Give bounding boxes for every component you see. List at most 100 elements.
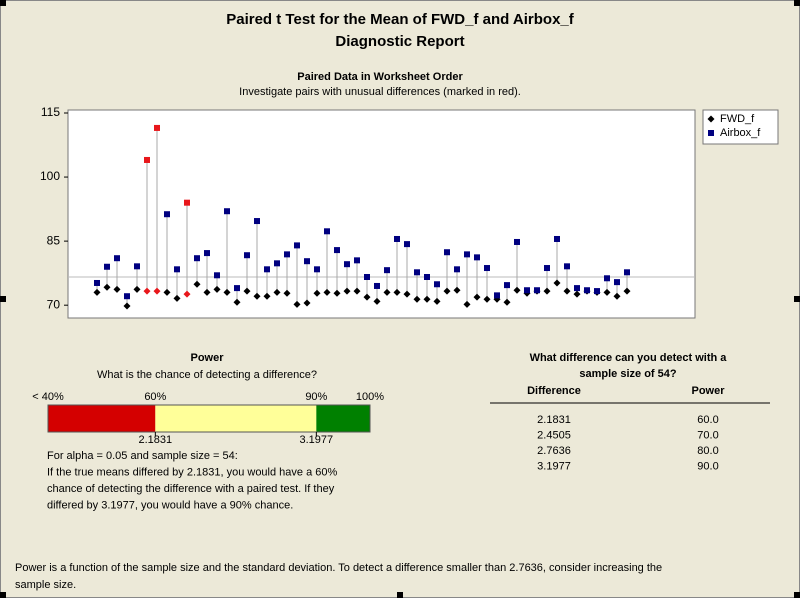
point [214,272,220,279]
table-cell: 60.0 [697,414,718,426]
point [554,235,560,242]
legend-label: Airbox_f [720,127,761,139]
point [203,288,211,296]
table-cell: 70.0 [697,429,718,441]
handle [794,0,800,6]
point [124,293,130,300]
point [564,263,570,270]
point [603,288,611,296]
point [113,285,121,293]
point [274,260,280,267]
power-tick-label: 90% [305,391,327,403]
point [204,250,210,257]
point [543,287,551,295]
footer-text: Power is a function of the sample size a… [15,562,662,574]
point [183,290,191,298]
legend [702,109,779,145]
point [303,299,311,307]
power-note: For alpha = 0.05 and sample size = 54: [47,450,238,462]
point [173,294,181,302]
point [383,288,391,296]
point [263,292,271,300]
plot-area [67,109,696,319]
point [304,258,310,265]
point [93,288,101,296]
point [194,255,200,262]
point [314,266,320,273]
point [404,241,410,248]
point [223,288,231,296]
point [614,279,620,286]
point [453,286,461,294]
point [284,251,290,258]
point [393,288,401,296]
y-tick-label: 85 [47,233,61,247]
difference-label: 2.1831 [139,434,173,446]
point [394,235,400,242]
table-title: What difference can you detect with a [530,352,728,364]
point [384,267,390,274]
table-cell: 2.1831 [537,414,571,426]
point [334,247,340,254]
point [433,297,441,305]
point [613,292,621,300]
table-header: Difference [527,385,581,397]
chart-title: Paired Data in Worksheet Order [297,71,463,83]
point [563,287,571,295]
y-tick-label: 70 [47,297,61,311]
point [553,279,561,287]
point [114,255,120,262]
point [333,289,341,297]
point [153,287,161,295]
table-cell: 2.7636 [537,445,571,457]
point [424,273,430,280]
power-bar-border [47,404,371,433]
point [264,266,270,273]
legend-label: FWD_f [720,113,755,125]
power-title: Power [190,352,224,364]
point [244,252,250,259]
report-subtitle: Diagnostic Report [335,33,464,50]
point [164,211,170,218]
handle [0,0,6,6]
point [273,288,281,296]
table-title: sample size of 54? [579,368,676,380]
point [123,302,131,310]
table-cell: 2.4505 [537,429,571,441]
point [343,287,351,295]
handle [0,592,6,598]
point [594,288,600,295]
power-note: differed by 3.1977, you would have a 90%… [47,499,293,511]
point [163,288,171,296]
point [454,266,460,273]
point [484,265,490,272]
point [414,269,420,276]
point [503,298,511,306]
point [143,287,151,295]
power-subtitle: What is the chance of detecting a differ… [97,369,317,381]
point [573,290,581,298]
point [463,300,471,308]
point [474,254,480,261]
table-cell: 3.1977 [537,460,571,472]
point [174,266,180,273]
point [344,261,350,268]
point [623,287,631,295]
point [604,275,610,282]
table-cell: 80.0 [697,445,718,457]
handle [794,592,800,598]
point [253,292,261,300]
point [144,156,150,163]
point [708,130,714,136]
chart-subtitle: Investigate pairs with unusual differenc… [239,86,521,98]
power-tick-label: 100% [356,391,384,403]
table-header: Power [691,385,725,397]
point [423,295,431,303]
point [103,283,111,291]
point [283,289,291,297]
point [494,292,500,299]
point [524,287,530,294]
y-tick-label: 100 [40,169,60,183]
handle [794,296,800,302]
